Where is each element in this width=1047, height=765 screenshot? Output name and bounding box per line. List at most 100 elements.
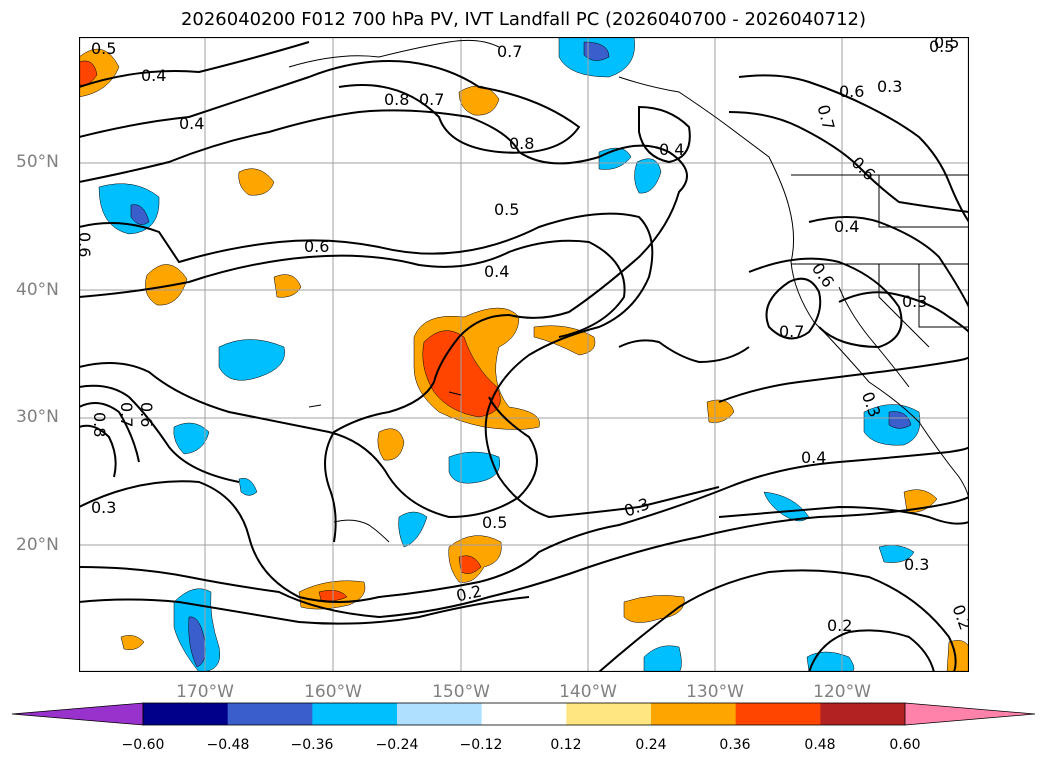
- contour-label: 0.2: [455, 581, 484, 605]
- positive-anomaly-blob: [145, 264, 188, 306]
- positive-anomaly-blob: [238, 168, 275, 196]
- positive-anomaly-blob: [458, 85, 500, 116]
- contour-label: 0.3: [902, 292, 927, 311]
- contour-label: 0.3: [904, 555, 929, 574]
- contour-line: [718, 505, 969, 525]
- contour-line: [808, 629, 935, 672]
- colorbar-tick-label: −0.48: [206, 737, 250, 753]
- map-title: 2026040200 F012 700 hPa PV, IVT Landfall…: [180, 9, 867, 30]
- contour-label: 0.4: [834, 217, 859, 236]
- coastline: [618, 76, 969, 503]
- contour-label: 0.5: [91, 39, 116, 58]
- positive-anomaly-blob: [706, 399, 735, 423]
- contour-label: 0.6: [839, 82, 864, 101]
- positive-anomaly-blob: [79, 48, 120, 98]
- negative-anomaly-blob: [888, 411, 912, 429]
- contour-line: [79, 239, 626, 338]
- colorbar-tick-label: −0.12: [459, 737, 503, 753]
- contour-line: [79, 362, 538, 519]
- colorbar-segment: [651, 703, 737, 725]
- colorbar-segment: [481, 703, 567, 725]
- positive-anomaly-blob: [623, 595, 685, 623]
- contour-line: [79, 60, 581, 154]
- island: [333, 519, 390, 543]
- colorbar-segment: [227, 703, 313, 725]
- negative-anomaly-blob: [218, 339, 285, 381]
- coastline: [288, 39, 500, 68]
- contour-label: 0.8: [509, 134, 534, 153]
- negative-anomaly-blob: [398, 511, 428, 548]
- negative-anomaly-blob: [634, 158, 662, 194]
- colorbar-tick-label: 0.24: [635, 737, 667, 753]
- contour-label: 0.5: [934, 37, 959, 52]
- state-border: [918, 264, 969, 328]
- positive-anomaly-blob: [120, 635, 145, 650]
- lon-label-140w: 140°W: [559, 682, 617, 702]
- island: [308, 404, 322, 408]
- contour-line: [79, 424, 117, 478]
- contour-label: 0.6: [304, 237, 329, 256]
- contour-label: 0.4: [801, 448, 826, 467]
- contour-label: 0.5: [929, 37, 954, 56]
- graticule: [79, 37, 969, 672]
- map-background: [79, 37, 969, 672]
- colorbar-tick-label: 0.12: [550, 737, 582, 753]
- lon-label-170w: 170°W: [176, 682, 234, 702]
- contour-line: [79, 384, 240, 483]
- contour-label: 0.4: [659, 140, 684, 159]
- contour-line: [808, 216, 969, 308]
- contour-label: 0.8: [90, 412, 109, 437]
- lat-label-30n: 30°N: [16, 407, 59, 427]
- contour-label: 0.6: [79, 232, 94, 257]
- contour-label: 0.7: [419, 90, 444, 109]
- contour-line: [618, 339, 750, 364]
- contour-label: 0.4: [141, 66, 166, 85]
- contour-label: 0.4: [179, 114, 204, 133]
- map-panel[interactable]: 0.5 0.4 0.4 0.6 0.8 0.7 0.8 0.4 0.6 0.5 …: [79, 37, 969, 672]
- lat-label-50n: 50°N: [16, 152, 59, 172]
- contour-label: 0.7: [779, 322, 804, 341]
- shading-layer: [79, 37, 969, 672]
- contour-line: [838, 291, 969, 333]
- colorbar-tick-label: −0.60: [121, 737, 165, 753]
- contour-line: [638, 105, 691, 164]
- lon-label-120w: 120°W: [813, 682, 871, 702]
- contour-line: [598, 569, 957, 672]
- contour-label: 0.7: [117, 402, 136, 427]
- colorbar-tick-label: 0.36: [719, 737, 751, 753]
- colorbar: [11, 702, 1036, 726]
- lat-label-40n: 40°N: [16, 280, 59, 300]
- positive-anomaly-blob: [377, 428, 405, 461]
- contour-layer: [79, 41, 969, 672]
- map-frame: [79, 37, 969, 672]
- lon-label-130w: 130°W: [686, 682, 744, 702]
- colorbar-segment: [820, 703, 906, 725]
- contour-label: 0.8: [384, 90, 409, 109]
- lon-label-150w: 150°W: [432, 682, 490, 702]
- island: [448, 391, 462, 396]
- state-border: [878, 264, 930, 348]
- colorbar-segment: [397, 703, 483, 725]
- contour-line: [79, 109, 688, 543]
- contour-line: [748, 257, 903, 349]
- colorbar-extend-max: [905, 703, 1035, 725]
- coastline: [838, 286, 910, 388]
- contour-line: [79, 446, 969, 603]
- contour-label: 0.3: [877, 77, 902, 96]
- contour-label: 0.5: [494, 200, 519, 219]
- positive-anomaly-blob: [273, 274, 302, 298]
- colorbar-segment: [312, 703, 398, 725]
- contour-line: [718, 356, 969, 403]
- negative-anomaly-blob: [130, 204, 150, 225]
- colorbar-tick-label: −0.36: [290, 737, 334, 753]
- colorbar-segment: [566, 703, 652, 725]
- negative-anomaly-blob: [238, 478, 258, 496]
- positive-anomaly-blob: [458, 555, 482, 574]
- contour-label: 0.7: [497, 42, 522, 61]
- state-border: [878, 175, 969, 228]
- contour-line: [79, 496, 969, 619]
- contour-line: [79, 402, 140, 463]
- contour-label: 0.3: [91, 498, 116, 517]
- contour-label: 0.2: [827, 616, 852, 635]
- positive-anomaly-blob: [946, 640, 969, 672]
